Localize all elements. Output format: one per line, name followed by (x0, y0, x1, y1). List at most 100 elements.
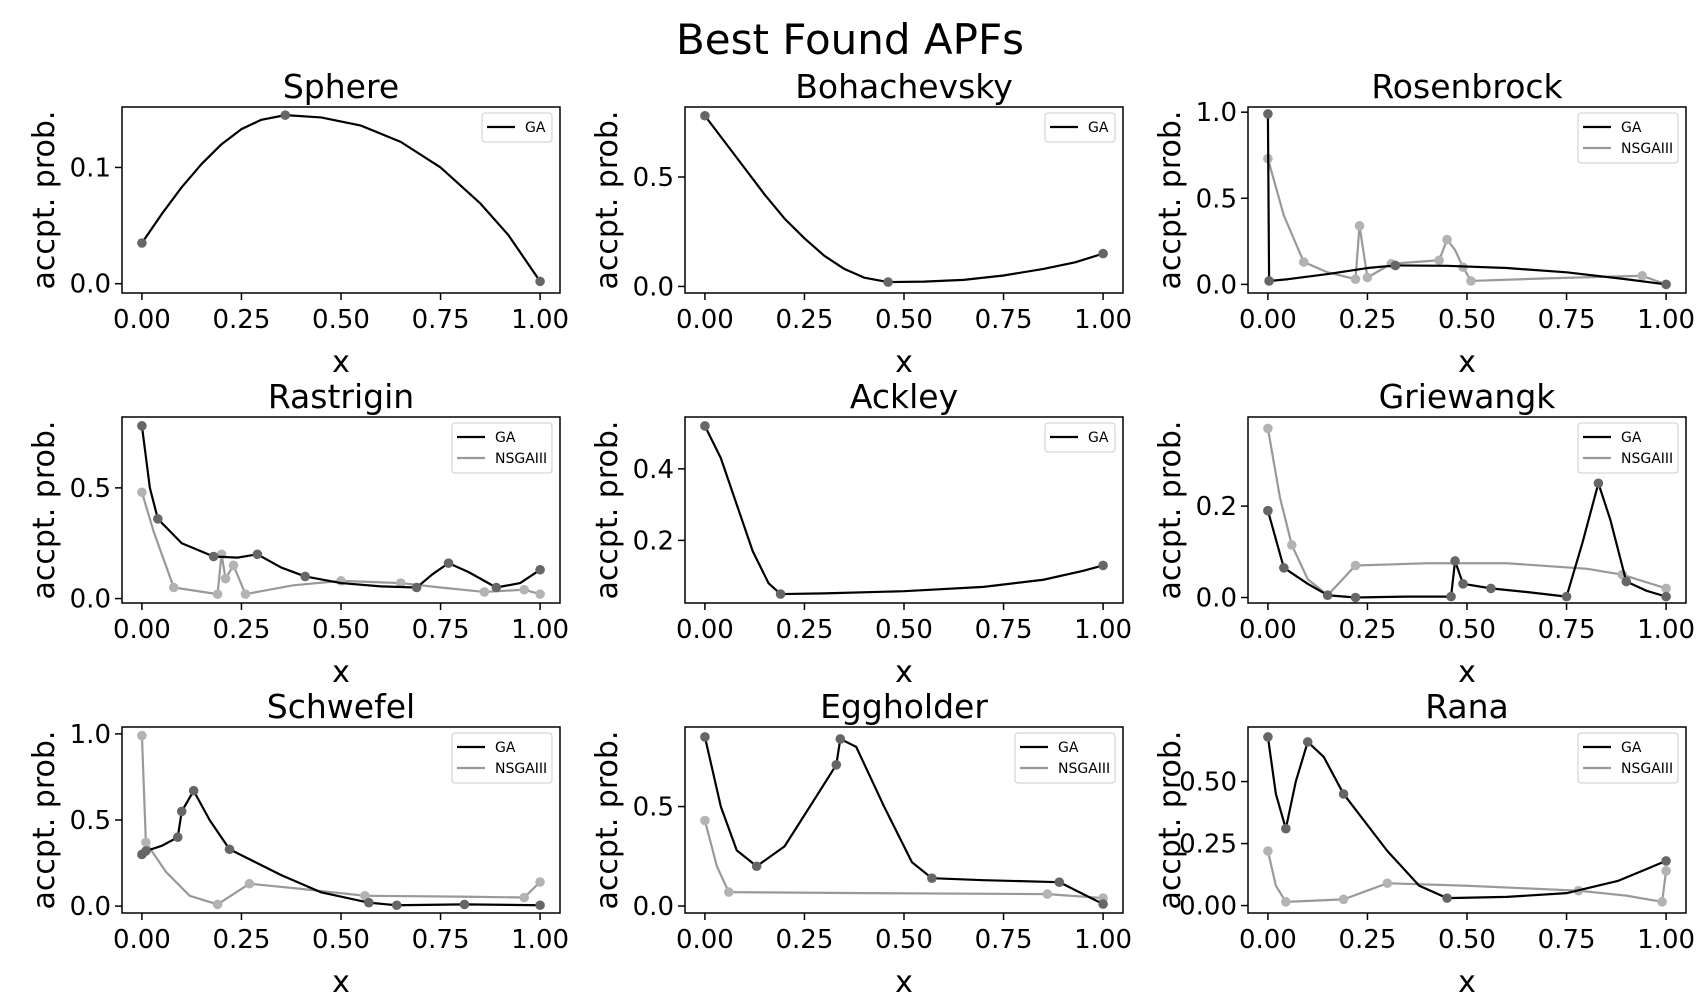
x-tick-label: 0.00 (676, 615, 734, 645)
x-tick-label: 1.00 (1074, 925, 1132, 955)
y-axis-label: accpt. prob. (1153, 111, 1188, 290)
data-point-nsgaiii (1661, 866, 1671, 876)
x-tick-label: 0.75 (1538, 925, 1596, 955)
data-point-nsgaiii (212, 899, 223, 910)
y-tick-label: 0.5 (633, 793, 674, 823)
data-point-ga (1263, 505, 1273, 516)
legend-box (1044, 422, 1116, 453)
series-line-ga (1266, 482, 1668, 599)
subplot-sphere: Sphere x accpt. prob. 0.00 0.25 0.50 0.75 1.00 0… (27, 67, 569, 380)
legend: GA NSGAIII (451, 422, 553, 474)
y-tick-label: 0.2 (1196, 492, 1237, 522)
x-tick-label: 0.25 (776, 925, 834, 955)
x-tick-label: 0.00 (676, 925, 734, 955)
data-point-ga (1486, 583, 1496, 594)
series-line-ga (703, 424, 1105, 596)
x-tick-label: 0.75 (412, 925, 470, 955)
legend-label: GA (495, 740, 516, 756)
x-tick-label: 0.25 (1339, 925, 1397, 955)
data-point-ga (208, 551, 219, 562)
x-tick-label: 0.25 (213, 615, 271, 645)
data-point-nsgaiii (1657, 897, 1667, 907)
plot-frame (684, 726, 1124, 914)
subplot-eggholder: Eggholder x accpt. prob. 0.00 0.25 0.50 0.75 1.… (590, 687, 1132, 1000)
x-tick-label: 0.25 (776, 305, 834, 335)
subplot-griewangk: Griewangk x accpt. prob. 0.00 0.25 0.50 0.75 1.… (1153, 377, 1695, 690)
data-point-nsgaiii (1338, 894, 1349, 905)
legend-label: GA (1621, 430, 1642, 446)
x-tick-label: 0.00 (113, 615, 171, 645)
y-tick-label: 0.1 (70, 153, 111, 183)
data-point-ga (1054, 877, 1065, 887)
legend-label: GA (1621, 120, 1642, 136)
x-tick-label: 1.00 (1637, 615, 1695, 645)
legend-box (451, 732, 553, 784)
y-axis-label: accpt. prob. (27, 421, 62, 600)
series-line-nsgaiii (703, 819, 1105, 900)
series-line-ga (140, 114, 542, 283)
x-tick-label: 0.75 (1538, 615, 1596, 645)
legend-label: GA (1088, 430, 1109, 446)
y-tick-label: 0.0 (70, 585, 111, 615)
data-point-nsgaiii (1637, 270, 1647, 281)
x-axis-label: x (332, 345, 350, 380)
x-tick-label: 0.50 (1438, 615, 1496, 645)
y-tick-label: 0.0 (70, 892, 111, 922)
legend-label: GA (1621, 740, 1642, 756)
data-point-nsgaiii (1354, 221, 1365, 231)
data-point-nsgaiii (1362, 272, 1373, 283)
x-tick-label: 0.00 (113, 305, 171, 335)
plot-frame (1247, 106, 1687, 294)
series-line-nsgaiii (1266, 849, 1668, 903)
data-point-nsgaiii (1466, 276, 1476, 286)
subplot-schwefel: Schwefel x accpt. prob. 0.00 0.25 0.50 0.75 1.0… (27, 687, 569, 1000)
figure-title: Best Found APFs (676, 15, 1024, 64)
data-point-ga (535, 276, 545, 287)
legend-label: NSGAIII (1058, 761, 1110, 777)
data-point-ga (700, 110, 710, 121)
data-point-ga (1263, 109, 1273, 119)
y-tick-label: 0.5 (70, 474, 111, 504)
data-point-nsgaiii (1350, 560, 1361, 571)
x-tick-label: 0.50 (875, 305, 933, 335)
subplot-title: Rastrigin (268, 377, 414, 416)
data-point-ga (459, 899, 470, 910)
data-point-nsgaiii (244, 878, 255, 889)
x-tick-label: 1.00 (511, 615, 569, 645)
data-point-ga (1281, 823, 1291, 834)
legend-label: NSGAIII (1621, 761, 1673, 777)
x-tick-label: 0.50 (875, 925, 933, 955)
data-point-ga (1264, 276, 1274, 286)
y-tick-label: 0.0 (1196, 584, 1237, 614)
x-tick-label: 0.75 (412, 305, 470, 335)
legend-label: GA (1058, 740, 1079, 756)
y-tick-label: 0.0 (70, 270, 111, 300)
data-point-nsgaiii (700, 815, 710, 826)
series-line-nsgaiii (1266, 157, 1668, 286)
y-tick-label: 0.0 (633, 892, 674, 922)
data-point-ga (535, 564, 545, 575)
x-axis-label: x (895, 345, 913, 380)
subplot-rastrigin: Rastrigin x accpt. prob. 0.00 0.25 0.50 0.75 1.… (27, 377, 569, 690)
y-axis-label: accpt. prob. (590, 421, 625, 600)
y-tick-label: 0.2 (633, 526, 674, 556)
x-tick-label: 0.75 (975, 615, 1033, 645)
x-tick-label: 0.50 (875, 615, 933, 645)
subplot-title: Ackley (850, 377, 958, 416)
subplot-title: Rosenbrock (1371, 67, 1563, 106)
x-tick-label: 1.00 (511, 305, 569, 335)
data-point-nsgaiii (168, 582, 179, 593)
data-point-nsgaiii (1042, 889, 1053, 899)
legend: GA (481, 112, 553, 143)
data-point-ga (835, 734, 846, 744)
x-tick-label: 1.00 (1074, 305, 1132, 335)
y-axis-label: accpt. prob. (590, 731, 625, 910)
y-axis-label: accpt. prob. (27, 111, 62, 290)
data-point-ga (751, 861, 762, 872)
data-point-ga (1390, 260, 1401, 271)
legend-box (1044, 112, 1116, 143)
data-point-ga (1661, 856, 1671, 866)
x-tick-label: 0.75 (975, 305, 1033, 335)
y-tick-label: 0.5 (633, 163, 674, 193)
